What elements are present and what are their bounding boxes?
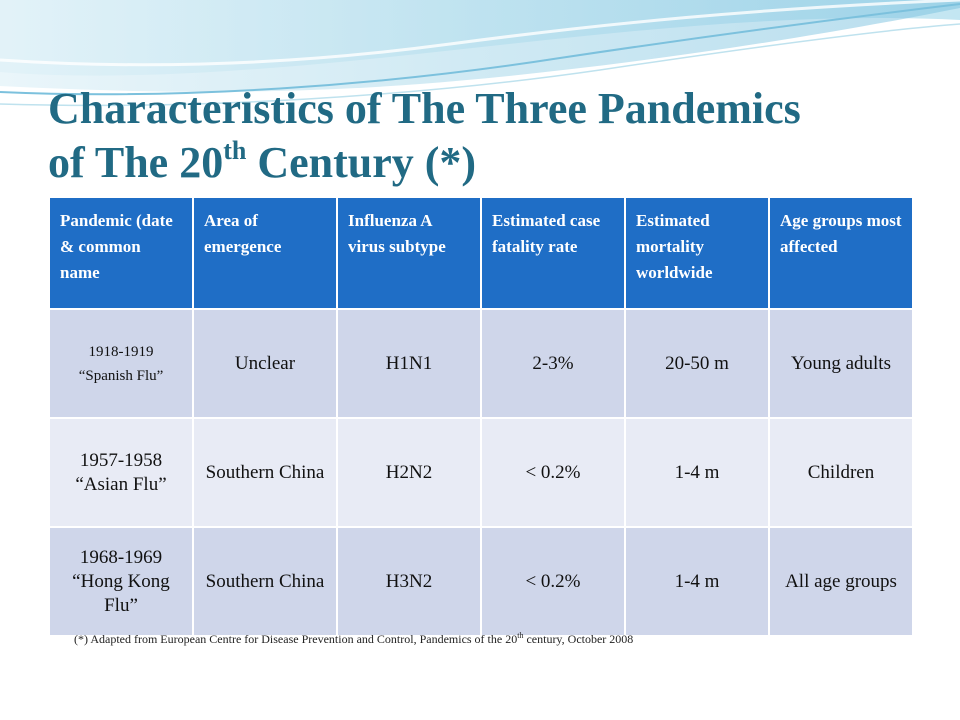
header-subtype: Influenza A virus subtype xyxy=(338,198,480,308)
header-area: Area of emergence xyxy=(194,198,336,308)
table-row: 1918-1919 “Spanish Flu” Unclear H1N1 2-3%… xyxy=(50,310,912,417)
cell-pandemic: 1968-1969 “Hong Kong Flu” xyxy=(50,528,192,635)
source-footnote: (*) Adapted from European Centre for Dis… xyxy=(74,631,834,647)
header-pandemic: Pandemic (date & common name xyxy=(50,198,192,308)
pandemic-dates: 1918-1919 xyxy=(88,343,154,360)
cell-mortality: 1-4 m xyxy=(626,419,768,526)
cell-age-groups: Young adults xyxy=(770,310,912,417)
title-line-2: of The 20th Century (*) xyxy=(48,136,928,190)
pandemic-dates: 1968-1969 xyxy=(79,546,163,568)
title-line-1: Characteristics of The Three Pandemics xyxy=(48,84,801,133)
header-fatality-rate: Estimated case fatality rate xyxy=(482,198,624,308)
footnote-text: (*) Adapted from European Centre for Dis… xyxy=(74,632,518,646)
cell-fatality-rate: < 0.2% xyxy=(482,528,624,635)
header-mortality: Estimated mortality worldwide xyxy=(626,198,768,308)
title-superscript: th xyxy=(223,136,247,165)
header-age-groups: Age groups most affected xyxy=(770,198,912,308)
cell-age-groups: Children xyxy=(770,419,912,526)
page-title: Characteristics of The Three Pandemics o… xyxy=(48,82,928,190)
cell-pandemic: 1918-1919 “Spanish Flu” xyxy=(50,310,192,417)
pandemic-name: “Hong Kong Flu” xyxy=(72,570,170,616)
table-row: 1957-1958 “Asian Flu” Southern China H2N2… xyxy=(50,419,912,526)
cell-mortality: 20-50 m xyxy=(626,310,768,417)
footnote-suffix: century, October 2008 xyxy=(523,632,634,646)
title-line-2-text: of The 20 xyxy=(48,138,224,187)
table-header-row: Pandemic (date & common name Area of eme… xyxy=(50,198,912,308)
decorative-waves xyxy=(0,0,960,107)
cell-fatality-rate: < 0.2% xyxy=(482,419,624,526)
cell-area: Southern China xyxy=(194,528,336,635)
pandemics-table: Pandemic (date & common name Area of eme… xyxy=(48,196,914,637)
cell-subtype: H2N2 xyxy=(338,419,480,526)
title-line-2-suffix: Century (*) xyxy=(246,138,477,187)
pandemic-name: “Spanish Flu” xyxy=(78,367,164,384)
cell-subtype: H3N2 xyxy=(338,528,480,635)
cell-age-groups: All age groups xyxy=(770,528,912,635)
table-row: 1968-1969 “Hong Kong Flu” Southern China … xyxy=(50,528,912,635)
pandemic-dates: 1957-1958 xyxy=(79,449,163,471)
cell-area: Southern China xyxy=(194,419,336,526)
cell-area: Unclear xyxy=(194,310,336,417)
pandemic-name: “Asian Flu” xyxy=(75,473,167,495)
cell-fatality-rate: 2-3% xyxy=(482,310,624,417)
cell-subtype: H1N1 xyxy=(338,310,480,417)
cell-mortality: 1-4 m xyxy=(626,528,768,635)
cell-pandemic: 1957-1958 “Asian Flu” xyxy=(50,419,192,526)
footnote-superscript: th xyxy=(517,631,524,640)
